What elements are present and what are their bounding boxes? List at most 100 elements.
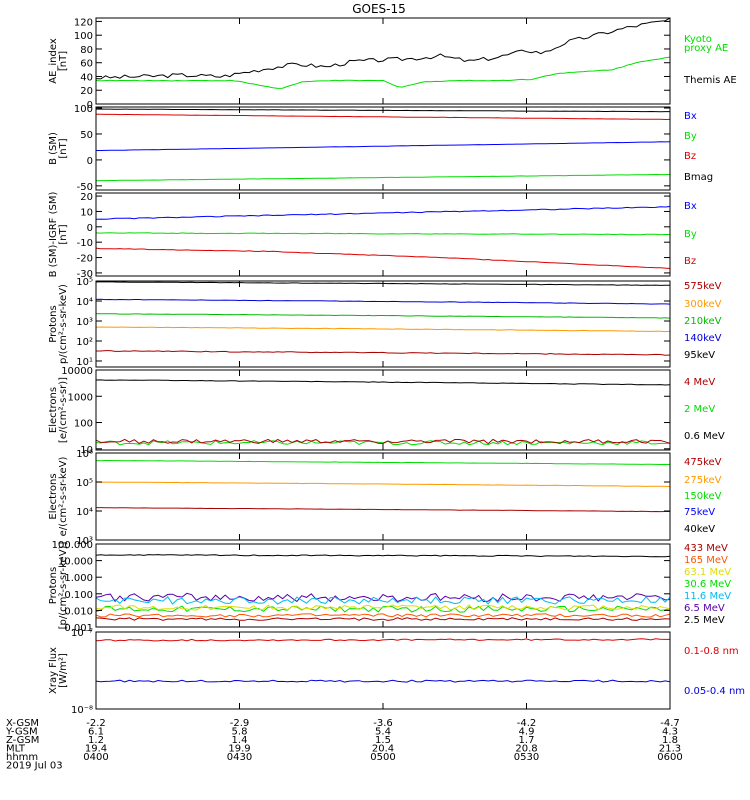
series-165-mev (95, 613, 671, 618)
ephemeris-value: 4.3 (662, 727, 678, 738)
legend-label: 40keV (684, 524, 715, 535)
panel-4: 10¹ 10² 10³ 10⁴ 10⁵ Protons p/(cm²-s-sr-keV) 57… (48, 277, 722, 368)
y-tick-label: 10³ (76, 317, 93, 328)
series-300kev (95, 326, 671, 333)
ephemeris-row-label: hhmm (6, 752, 38, 763)
y-axis-label: [nT] (58, 224, 69, 244)
series-2-5-mev (95, 554, 671, 558)
y-tick-label: 10⁴ (76, 507, 93, 518)
legend-label: 95keV (684, 350, 715, 361)
panel-3: -30 -20 -10 0 10 20 B (SM)-IGRF (SM) [nT] Bx By Bz (48, 192, 697, 280)
ephemeris-value: 1.7 (519, 735, 535, 746)
y-tick-label: 10³ (76, 536, 93, 547)
ephemeris-value: 5.8 (232, 727, 248, 738)
series-0-05-0-4-nm (95, 679, 671, 683)
series-433-mev (95, 617, 671, 621)
ephemeris-value: 20.4 (372, 744, 394, 755)
y-tick-label: 80 (80, 45, 93, 56)
ephemeris-value: 1.8 (662, 735, 678, 746)
legend-label: 150keV (684, 491, 722, 502)
ephemeris-value: 0530 (514, 752, 539, 763)
y-tick-label: -10 (77, 238, 93, 249)
panel-6: 10³ 10⁴ 10⁵ 10⁶ Electrons e/(cm²-s-sr-keV) 475… (48, 449, 722, 547)
y-tick-label: 100 (74, 419, 93, 430)
y-tick-label: 60 (80, 59, 93, 70)
y-tick-label: 20 (80, 86, 93, 97)
y-tick-label: 10⁶ (76, 449, 93, 460)
y-axis-label: [nT] (58, 138, 69, 158)
series-by (95, 232, 670, 236)
legend-label: By (684, 131, 697, 142)
panel-frame (95, 452, 671, 541)
legend-label: 63.1 MeV (684, 567, 731, 578)
ephemeris-value: 19.9 (228, 744, 250, 755)
legend-label: 30.6 MeV (684, 579, 731, 590)
y-tick-label: 0 (87, 156, 93, 167)
series-150kev (95, 460, 671, 466)
series-30-6-mev (95, 605, 671, 613)
y-tick-label: 10⁵ (76, 478, 93, 489)
y-axis-label: [nT] (58, 51, 69, 71)
series-63-1-mev (95, 604, 671, 611)
ephemeris-value: 5.4 (375, 727, 391, 738)
legend-label: proxy AE (684, 43, 728, 54)
panel-2: -50 0 50 100 B (SM) [nT] Bx By Bz Bmag (48, 104, 713, 193)
y-tick-label: 120 (74, 17, 93, 28)
ephemeris-value: 20.8 (515, 744, 537, 755)
y-tick-label: 10⁻⁷ (71, 628, 93, 639)
series-bx (95, 206, 671, 220)
legend-label: 0.6 MeV (684, 431, 725, 442)
y-axis-label: Electrons (48, 473, 59, 519)
series-kyoto-proxy-ae (95, 56, 671, 89)
y-axis-label: Electrons (48, 387, 59, 433)
ephemeris-row-label: 2019 Jul 03 (6, 761, 63, 772)
y-axis-label: [W/m²] (58, 653, 69, 688)
y-tick-label: 20 (80, 192, 93, 203)
y-tick-label: 0 (87, 223, 93, 234)
series-bz (95, 113, 671, 121)
legend-label: Bz (684, 256, 696, 267)
series-11-6-mev (95, 596, 671, 605)
y-tick-label: 10¹ (76, 357, 93, 368)
legend-label: 0.1-0.8 nm (684, 646, 739, 657)
y-tick-label: 1.000 (64, 573, 93, 584)
legend-label: Bz (684, 151, 696, 162)
y-tick-label: 10 (80, 207, 93, 218)
legend-label: 210keV (684, 316, 722, 327)
ephemeris-value: -2.2 (86, 718, 106, 729)
ephemeris-value: 6.1 (88, 727, 104, 738)
series-210kev (95, 313, 671, 319)
ephemeris-value: -4.2 (517, 718, 537, 729)
y-tick-label: -30 (77, 269, 93, 280)
y-tick-label: 10² (76, 337, 93, 348)
ephemeris-value: 1.5 (375, 735, 391, 746)
legend-label: Themis AE (683, 75, 737, 86)
ephemeris-row-label: X-GSM (6, 718, 39, 729)
legend-label: 2 MeV (684, 404, 715, 415)
y-axis-label: AE_index (48, 38, 59, 84)
legend-label: By (684, 229, 697, 240)
y-axis-label: p/(cm²-s-sr-keV) (58, 284, 69, 364)
panel-7: 0.001 0.010 0.100 1.000 10.000 100.000 Protons… (48, 540, 731, 634)
y-tick-label: 10.000 (58, 557, 93, 568)
panel-8: 10⁻⁸ 10⁻⁷ Xray Flux [W/m²] 0.1-0.8 nm 0.05-0.… (48, 628, 745, 716)
y-axis-label: [p/(cm²-s-sr-keV)] (58, 542, 69, 630)
series-by (95, 173, 671, 182)
series-4-mev (95, 438, 671, 445)
y-tick-label: 100.000 (52, 540, 93, 551)
y-tick-label: 10000 (61, 366, 93, 377)
legend-label: 140keV (684, 333, 722, 344)
ephemeris-row-label: Y-GSM (5, 727, 38, 738)
y-tick-label: 0.010 (64, 606, 93, 617)
legend-label: 475keV (684, 457, 722, 468)
ephemeris-value: 0600 (657, 752, 682, 763)
ephemeris-value: -4.7 (660, 718, 680, 729)
ephemeris-value: 1.2 (88, 735, 104, 746)
legend-label: Bx (684, 111, 697, 122)
y-axis-label: B (SM)-IGRF (SM) (48, 192, 59, 278)
legend-label: 300keV (684, 299, 722, 310)
legend-label: 2.5 MeV (684, 615, 725, 626)
